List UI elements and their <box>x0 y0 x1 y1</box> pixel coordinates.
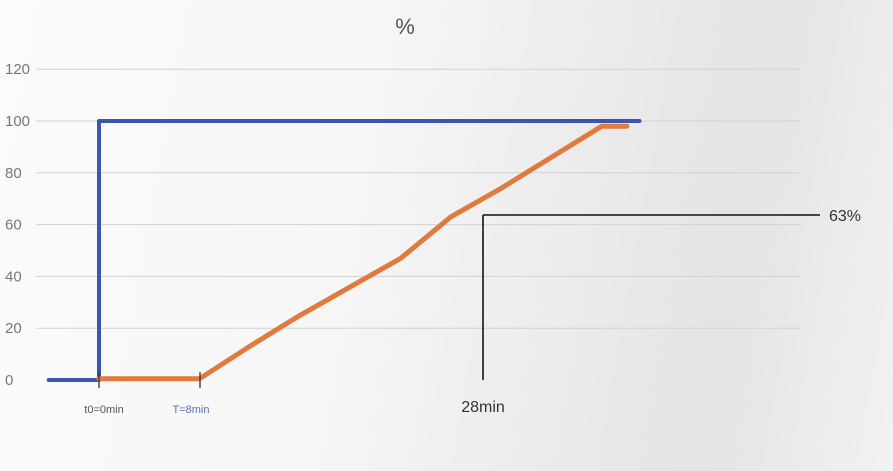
y-tick-label: 40 <box>5 268 22 285</box>
y-tick-label: 120 <box>5 61 30 78</box>
annotation-63pct: 63% <box>482 208 861 380</box>
y-axis-ticks: 0 20 40 60 80 100 120 <box>5 61 30 389</box>
y-tick-label: 60 <box>5 217 22 234</box>
chart-title: % <box>395 14 415 39</box>
label-28min: 28min <box>461 399 505 416</box>
series-layer <box>46 119 642 382</box>
y-tick-label: 0 <box>5 372 13 389</box>
y-tick-label: 20 <box>5 320 22 337</box>
y-tick-label: 80 <box>5 165 22 182</box>
y-tick-label: 100 <box>5 113 30 130</box>
gridlines <box>36 68 800 329</box>
series-line-response <box>96 123 630 382</box>
series-line-step-input <box>46 119 642 382</box>
label-t0: t0=0min <box>84 404 123 416</box>
label-63pct: 63% <box>829 208 861 225</box>
label-T: T=8min <box>173 404 210 416</box>
